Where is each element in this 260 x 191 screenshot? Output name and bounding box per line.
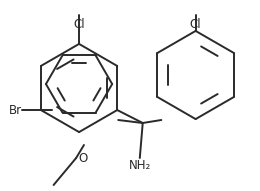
Text: Br: Br bbox=[9, 104, 22, 117]
Text: Cl: Cl bbox=[73, 18, 85, 31]
Text: NH₂: NH₂ bbox=[129, 159, 151, 172]
Text: O: O bbox=[78, 151, 87, 164]
Text: Cl: Cl bbox=[190, 18, 202, 31]
